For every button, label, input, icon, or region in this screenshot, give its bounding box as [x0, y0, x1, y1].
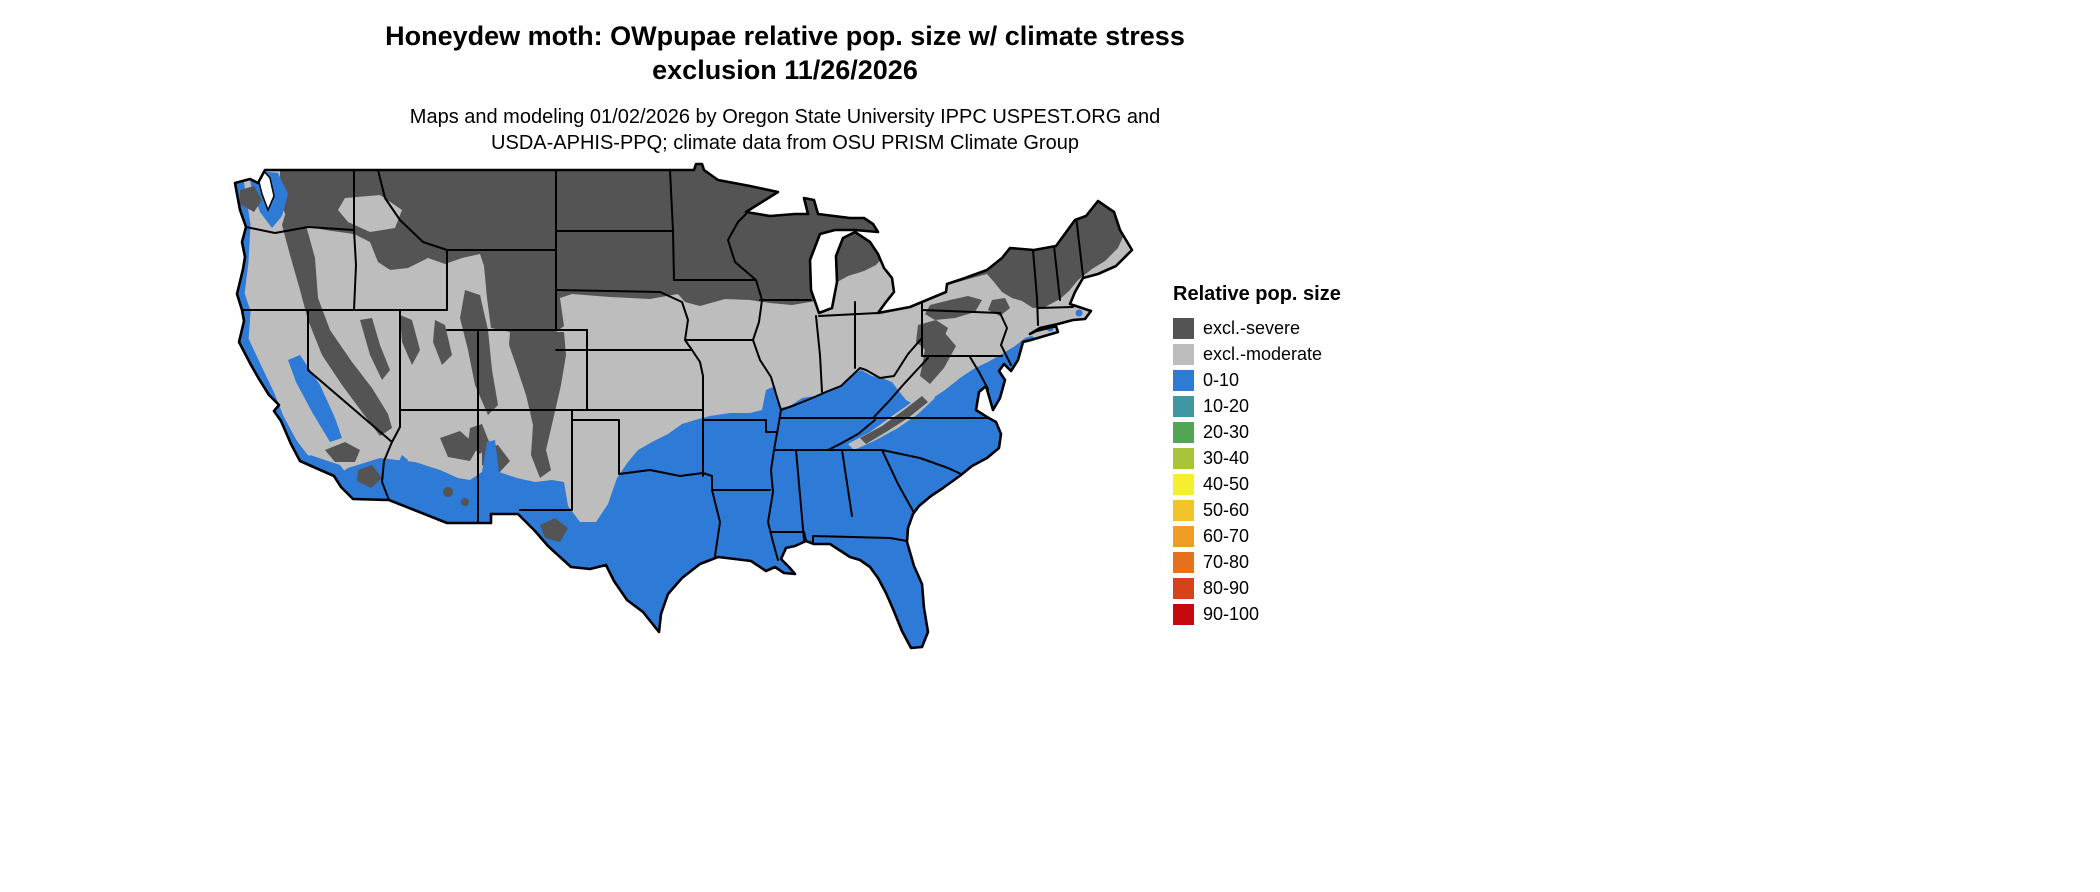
legend-swatch — [1173, 369, 1194, 391]
title-block: Honeydew moth: OWpupae relative pop. siz… — [0, 20, 1570, 156]
legend-row: 90-100 — [1173, 601, 1341, 627]
central-valley-patch — [288, 355, 342, 442]
legend-label: excl.-severe — [1203, 317, 1301, 338]
us-map-svg — [233, 162, 1134, 650]
legend-label: 30-40 — [1203, 447, 1250, 468]
legend-label: 70-80 — [1203, 551, 1250, 572]
legend-swatch — [1173, 551, 1194, 573]
legend-swatch — [1173, 421, 1194, 443]
subtitle: Maps and modeling 01/02/2026 by Oregon S… — [409, 105, 1161, 154]
legend-swatch — [1173, 603, 1194, 625]
legend-label: 20-30 — [1203, 421, 1250, 442]
legend-swatch — [1173, 343, 1194, 365]
legend-swatch — [1173, 577, 1194, 599]
legend-title: Relative pop. size — [1173, 283, 1341, 305]
legend-swatch — [1173, 395, 1194, 417]
legend-label: 80-90 — [1203, 577, 1250, 598]
legend-row: excl.-severe — [1173, 315, 1341, 341]
legend-swatch — [1173, 447, 1194, 469]
legend-swatch — [1173, 525, 1194, 547]
legend-label: 0-10 — [1203, 369, 1240, 390]
state-borders — [241, 169, 1084, 561]
legend-label: 90-100 — [1203, 603, 1260, 624]
legend-row: excl.-moderate — [1173, 341, 1341, 367]
legend-label: excl.-moderate — [1203, 343, 1323, 364]
legend-row: 50-60 — [1173, 497, 1341, 523]
legend-row: 20-30 — [1173, 419, 1341, 445]
legend-label: 60-70 — [1203, 525, 1250, 546]
legend-row: 80-90 — [1173, 575, 1341, 601]
legend-row: 40-50 — [1173, 471, 1341, 497]
legend-row: 10-20 — [1173, 393, 1341, 419]
legend-label: 40-50 — [1203, 473, 1250, 494]
overlay-mountain-patches — [240, 168, 935, 542]
legend: Relative pop. size excl.-severe excl.-mo… — [1173, 283, 1341, 627]
legend-swatch — [1173, 499, 1194, 521]
legend-row: 30-40 — [1173, 445, 1341, 471]
legend-label: 10-20 — [1203, 395, 1250, 416]
page-title: Honeydew moth: OWpupae relative pop. siz… — [385, 21, 1185, 85]
us-map — [230, 162, 1140, 662]
legend-swatch — [1173, 473, 1194, 495]
legend-entries: excl.-severe excl.-moderate 0-10 10-20 — [1173, 315, 1341, 627]
legend-row: 70-80 — [1173, 549, 1341, 575]
legend-label: 50-60 — [1203, 499, 1250, 520]
legend-swatch — [1173, 317, 1194, 339]
legend-row: 0-10 — [1173, 367, 1341, 393]
legend-row: 60-70 — [1173, 523, 1341, 549]
